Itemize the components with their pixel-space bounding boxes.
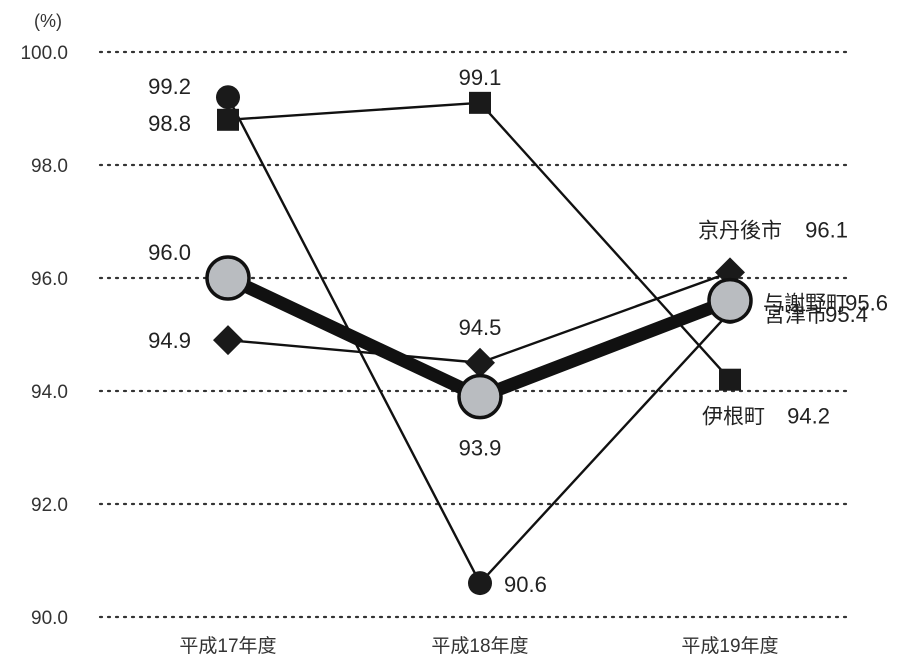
marker-diamond: [465, 347, 495, 378]
y-tick-label: 94.0: [31, 382, 68, 403]
y-tick-label: 96.0: [31, 269, 68, 290]
series-name-label: 京丹後市: [698, 219, 782, 242]
data-label: 99.1: [459, 65, 502, 90]
data-label: 98.8: [148, 111, 191, 136]
marker-square: [719, 368, 741, 391]
y-tick-label: 90.0: [31, 608, 68, 629]
marker-large-circle: [707, 277, 753, 324]
marker-large-circle: [457, 373, 503, 420]
y-tick-label: 98.0: [31, 156, 68, 177]
x-category-label: 平成18年度: [431, 635, 528, 657]
data-label: 96.0: [148, 240, 191, 265]
x-axis-categories: 平成17年度 平成18年度 平成19年度: [179, 635, 778, 657]
series-lines: [225, 96, 733, 586]
series-name-label: 与謝野町: [763, 293, 847, 316]
marker-circle: [468, 571, 492, 596]
data-label: 95.4: [825, 302, 868, 327]
y-axis-ticks: 100.0 98.0 96.0 94.0 92.0 90.0: [20, 43, 68, 629]
y-tick-label: 92.0: [31, 495, 68, 516]
data-label: 94.9: [148, 328, 191, 353]
series-name-label: 伊根町: [702, 406, 765, 429]
data-label: 90.6: [504, 572, 547, 597]
series-line-1: [226, 96, 731, 586]
marker-square: [469, 91, 491, 114]
marker-diamond: [213, 325, 243, 356]
data-label: 93.9: [459, 436, 502, 461]
marker-square: [217, 108, 239, 131]
series-markers: [205, 85, 753, 596]
marker-large-circle: [205, 255, 251, 301]
data-label: 94.5: [459, 315, 502, 340]
data-label: 96.1: [805, 217, 848, 242]
x-category-label: 平成17年度: [179, 635, 276, 657]
x-category-label: 平成19年度: [681, 635, 778, 657]
series-name-label: 宮津市: [764, 304, 827, 327]
data-label: 99.2: [148, 74, 191, 99]
data-label: 95.6: [845, 291, 888, 316]
y-tick-label: 100.0: [20, 43, 68, 64]
y-unit-label: (%): [34, 11, 62, 31]
marker-circle: [216, 85, 240, 110]
data-label: 94.2: [787, 404, 830, 429]
